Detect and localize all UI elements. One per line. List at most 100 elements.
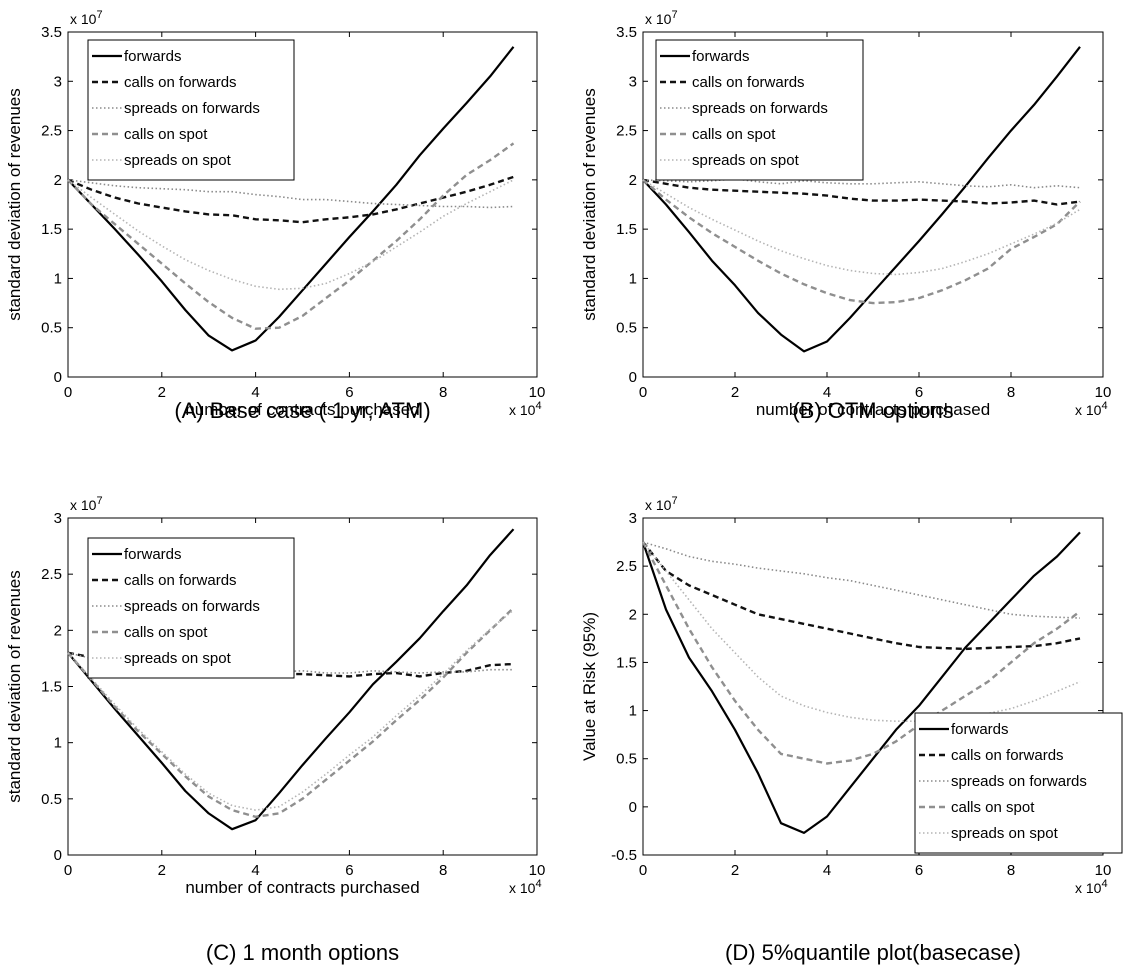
y-tick-label: 0	[54, 369, 62, 386]
x-tick-label: 4	[823, 384, 831, 401]
y-tick-label: 0	[629, 799, 637, 816]
y-axis-label: standard deviation of revenues	[5, 570, 24, 803]
legend-box	[87, 537, 295, 679]
y-tick-label: 1.5	[41, 221, 62, 238]
y-exponent-label: x 107	[70, 9, 103, 27]
x-tick-label: 10	[1095, 862, 1112, 879]
y-tick-label: 3	[629, 73, 637, 90]
legend-label: spreads on spot	[692, 152, 800, 169]
x-tick-label: 8	[439, 384, 447, 401]
x-tick-label: 0	[64, 862, 72, 879]
legend: forwards calls on forwards spreads on forw…	[655, 39, 864, 181]
x-tick-label: 8	[1007, 862, 1015, 879]
y-exponent-power: 7	[96, 9, 102, 21]
x-axis-label: number of contracts purchased	[185, 400, 419, 419]
y-tick-label: 2	[54, 172, 62, 189]
x-tick-label: 2	[158, 384, 166, 401]
panel-a: 0 2 4 6 8 10 0 0.5 1 1.5 2 2.5 3 3.5 x 107 x 104 number …	[5, 9, 545, 423]
y-tick-label: 0.5	[616, 751, 637, 768]
y-tick-label: 0.5	[41, 791, 62, 808]
x-tick-label: 10	[529, 862, 546, 879]
series-line-spreads-on-spot	[642, 179, 1081, 276]
x-tick-label: 4	[251, 384, 259, 401]
y-exponent-power: 7	[671, 9, 677, 21]
x-axis-label: number of contracts purchased	[756, 400, 990, 419]
legend-label: calls on spot	[692, 126, 776, 143]
x-exponent-power: 4	[535, 400, 541, 412]
series-line-forwards	[67, 46, 515, 352]
y-axis-label: Value at Risk (95%)	[580, 612, 599, 761]
x-exponent-label: x 104	[509, 878, 542, 896]
y-tick-label: 1.5	[41, 679, 62, 696]
y-tick-label: 3	[629, 510, 637, 527]
x-tick-label: 4	[823, 862, 831, 879]
y-tick-label: 2	[54, 622, 62, 639]
x-tick-label: 0	[639, 862, 647, 879]
legend: forwards calls on forwards spreads on forw…	[87, 39, 295, 181]
y-exponent-label: x 107	[645, 495, 678, 513]
y-axis-label: standard deviation of revenues	[580, 88, 599, 321]
x-exponent-power: 4	[1101, 400, 1107, 412]
panel-caption: (A) Base case ( 1 yr, ATM)	[174, 398, 430, 423]
series-line-forwards	[67, 528, 515, 831]
x-tick-label: 8	[439, 862, 447, 879]
x-exponent-label: x 104	[509, 400, 542, 418]
legend-label: calls on spot	[124, 126, 208, 143]
x-tick-label: 0	[639, 384, 647, 401]
y-tick-label: 3.5	[41, 24, 62, 41]
series-line-spreads-on-forwards	[67, 179, 514, 209]
y-tick-label: 1.5	[616, 221, 637, 238]
series-line-spreads-on-spot	[642, 541, 1081, 723]
y-tick-label: 1	[629, 703, 637, 720]
x-exponent-label: x 104	[1075, 878, 1108, 896]
legend-label: spreads on spot	[124, 650, 232, 667]
y-tick-label: 0	[629, 369, 637, 386]
y-tick-label: 3	[54, 73, 62, 90]
legend-label: spreads on spot	[951, 825, 1059, 842]
y-tick-label: 1	[629, 270, 637, 287]
series-line-forwards	[641, 531, 1081, 835]
series-line-calls-on-spot	[642, 178, 1081, 305]
x-tick-label: 10	[1095, 384, 1112, 401]
x-tick-label: 6	[345, 862, 353, 879]
y-tick-label: 2.5	[616, 123, 637, 140]
legend-label: forwards	[692, 48, 750, 65]
legend-label: forwards	[124, 546, 182, 563]
x-tick-label: 6	[915, 384, 923, 401]
legend-box	[914, 712, 1123, 854]
series-line-spreads-on-spot	[67, 609, 515, 811]
y-exponent-power: 7	[671, 495, 677, 507]
legend-label: calls on spot	[951, 799, 1035, 816]
legend: forwards calls on forwards spreads on forw…	[914, 712, 1123, 854]
y-tick-label: 2.5	[41, 566, 62, 583]
series-line-spreads-on-spot	[67, 179, 514, 291]
x-exponent-power: 4	[1101, 878, 1107, 890]
legend-label: spreads on forwards	[951, 773, 1087, 790]
y-exponent-power: 7	[96, 495, 102, 507]
legend-label: spreads on forwards	[692, 100, 828, 117]
y-tick-label: 1	[54, 735, 62, 752]
y-tick-label: 1.5	[616, 654, 637, 671]
y-tick-label: 3	[54, 510, 62, 527]
x-tick-label: 6	[915, 862, 923, 879]
legend-label: spreads on forwards	[124, 100, 260, 117]
y-exponent-label: x 107	[70, 495, 103, 513]
series-line-calls-on-forwards	[642, 541, 1081, 651]
y-tick-label: 0	[54, 847, 62, 864]
x-tick-label: 2	[731, 384, 739, 401]
legend-label: spreads on spot	[124, 152, 232, 169]
y-tick-label: 2	[629, 606, 637, 623]
x-axis-label: number of contracts purchased	[185, 878, 419, 897]
panel-b: 0 2 4 6 8 10 0 0.5 1 1.5 2 2.5 3 3.5 x 107 x 104 number …	[580, 9, 1111, 423]
panel-c: 0 2 4 6 8 10 0 0.5 1 1.5 2 2.5 3 x 107 x 104 number of …	[5, 495, 545, 965]
x-tick-label: 0	[64, 384, 72, 401]
series-line-calls-on-spot	[67, 607, 515, 818]
legend: forwards calls on forwards spreads on forw…	[87, 537, 295, 679]
x-exponent-label: x 104	[1075, 400, 1108, 418]
legend-label: forwards	[124, 48, 182, 65]
series-line-calls-on-forwards	[642, 178, 1081, 206]
y-exponent-label: x 107	[645, 9, 678, 27]
y-tick-label: 3.5	[616, 24, 637, 41]
y-tick-label: 2.5	[616, 558, 637, 575]
panel-caption: (D) 5%quantile plot(basecase)	[725, 940, 1021, 965]
